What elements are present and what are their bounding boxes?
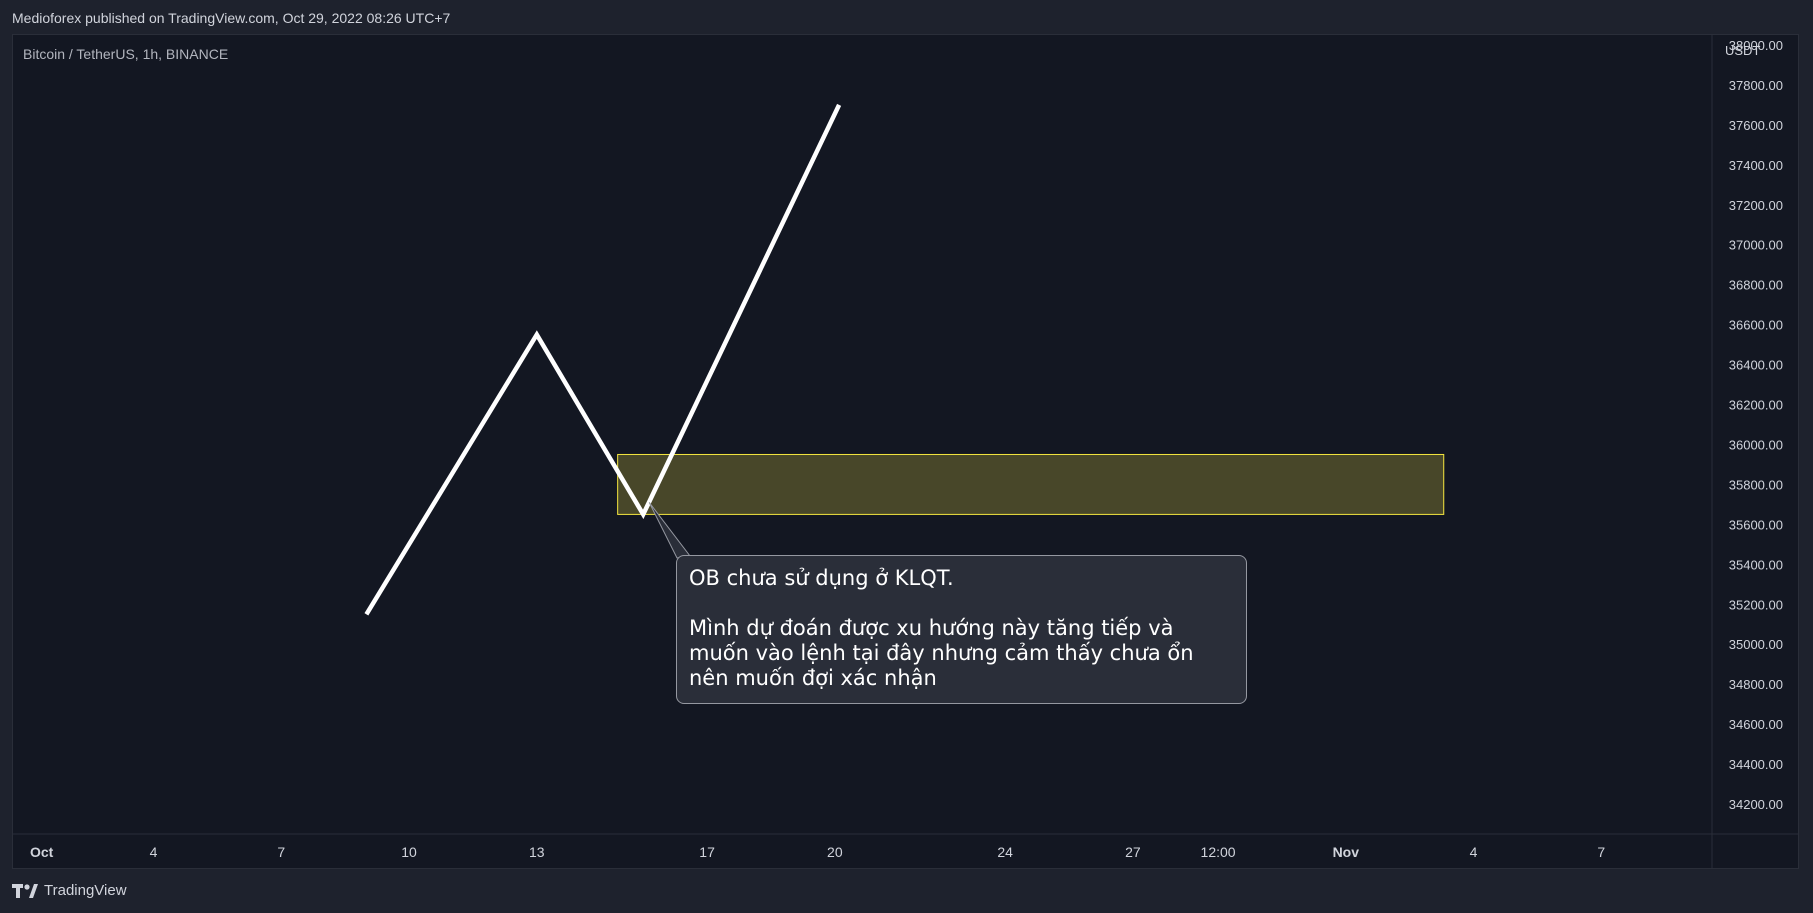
price-axis-tick: 37600.00 (1729, 118, 1783, 133)
price-axis-tick: 34400.00 (1729, 757, 1783, 772)
price-axis-tick: 38000.00 (1729, 38, 1783, 53)
price-axis-tick: 36200.00 (1729, 398, 1783, 413)
price-axis-tick: 34600.00 (1729, 717, 1783, 732)
price-axis-tick: 35400.00 (1729, 557, 1783, 572)
time-axis-tick: 12:00 (1201, 844, 1236, 860)
chart-frame[interactable] (12, 34, 1799, 869)
time-axis-tick: 17 (699, 844, 715, 860)
price-axis-tick: 35600.00 (1729, 517, 1783, 532)
price-axis-tick: 35000.00 (1729, 637, 1783, 652)
price-axis-tick: 36600.00 (1729, 318, 1783, 333)
time-axis-tick: 4 (1470, 844, 1478, 860)
price-axis-tick: 35800.00 (1729, 477, 1783, 492)
time-axis-tick: 27 (1125, 844, 1141, 860)
time-axis-tick: 24 (997, 844, 1013, 860)
price-axis-tick: 37800.00 (1729, 78, 1783, 93)
price-axis-tick: 34200.00 (1729, 797, 1783, 812)
price-axis-tick: 37000.00 (1729, 238, 1783, 253)
price-axis-tick: 34800.00 (1729, 677, 1783, 692)
annotation-spacer (689, 591, 1234, 616)
price-axis-tick: 36400.00 (1729, 358, 1783, 373)
price-axis-tick: 35200.00 (1729, 597, 1783, 612)
time-axis-tick: 13 (529, 844, 545, 860)
time-axis-tick: 4 (150, 844, 158, 860)
annotation-body: Mình dự đoán được xu hướng này tăng tiếp… (689, 616, 1194, 690)
price-axis-tick: 37200.00 (1729, 198, 1783, 213)
tradingview-brand[interactable]: TradingView (12, 882, 127, 899)
time-axis-tick: Oct (30, 844, 54, 860)
order-block-zone[interactable] (617, 453, 1445, 515)
time-axis-tick: 10 (401, 844, 417, 860)
time-axis-tick: 7 (277, 844, 285, 860)
tradingview-logo-icon (12, 883, 38, 898)
tradingview-brand-text: TradingView (44, 882, 127, 899)
price-line[interactable] (364, 103, 842, 616)
time-axis-tick: Nov (1333, 844, 1360, 860)
price-axis-tick: 36800.00 (1729, 278, 1783, 293)
annotation-callout[interactable]: OB chưa sử dụng ở KLQT. Mình dự đoán đượ… (676, 555, 1247, 704)
price-axis-tick: 36000.00 (1729, 437, 1783, 452)
price-axis-unit: USDT (1725, 43, 1760, 58)
time-axis-tick: 7 (1597, 844, 1605, 860)
symbol-label: Bitcoin / TetherUS, 1h, BINANCE (23, 46, 229, 62)
price-axis-tick: 37400.00 (1729, 158, 1783, 173)
annotation-title: OB chưa sử dụng ở KLQT. (689, 566, 954, 590)
time-axis-tick: 20 (827, 844, 843, 860)
published-header: Medioforex published on TradingView.com,… (12, 10, 451, 26)
